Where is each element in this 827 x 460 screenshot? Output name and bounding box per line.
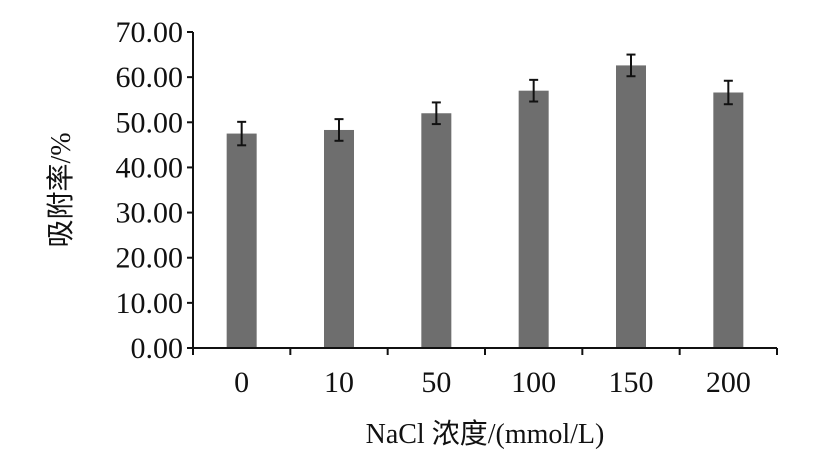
y-tick-label: 60.00: [116, 61, 184, 94]
y-tick-label: 10.00: [116, 287, 184, 320]
y-axis-ticks: 0.00 10.00 20.00 30.00 40.00 50.00 60.00 70.00: [116, 16, 193, 365]
x-tick-label: 150: [609, 366, 654, 399]
bar: [421, 113, 452, 348]
bars: [226, 65, 744, 349]
error-bars: [237, 53, 733, 147]
x-tick-label: 50: [421, 366, 451, 399]
x-tick-label: 100: [511, 366, 556, 399]
y-tick-label: 30.00: [116, 197, 184, 230]
y-tick-label: 0.00: [131, 332, 184, 365]
x-tick-label: 10: [324, 366, 354, 399]
y-tick-label: 50.00: [116, 106, 184, 139]
bar: [616, 65, 646, 349]
bar: [518, 90, 549, 348]
x-tick-label: 200: [706, 366, 751, 399]
bar: [324, 129, 354, 348]
bar: [226, 133, 257, 348]
y-tick-label: 20.00: [116, 242, 184, 275]
x-axis-ticks: 0 10 50 100 150 200: [192, 348, 778, 399]
y-axis-title: 吸附率/%: [45, 132, 77, 247]
x-tick-label: 0: [234, 366, 249, 399]
x-axis-title: NaCl 浓度/(mmol/L): [366, 418, 605, 450]
y-tick-label: 70.00: [116, 16, 184, 49]
bar: [713, 92, 744, 349]
y-tick-label: 40.00: [116, 151, 184, 184]
